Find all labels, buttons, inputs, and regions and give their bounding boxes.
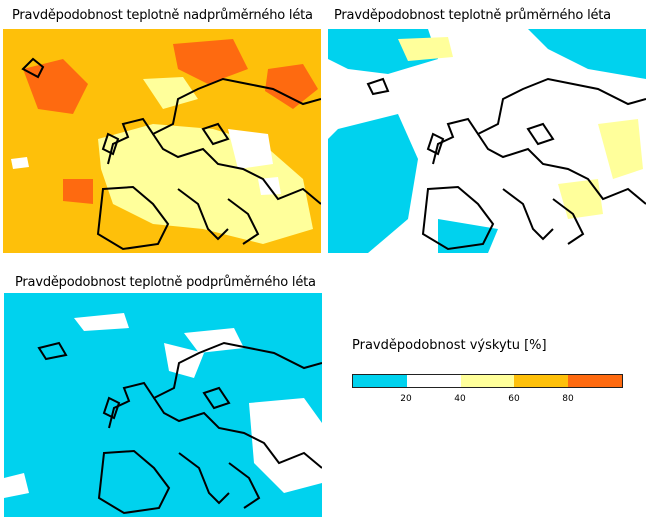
map-below-canvas xyxy=(4,293,322,517)
legend-segment-80-100 xyxy=(568,375,622,387)
map-above-normal-zone xyxy=(258,177,281,195)
legend-color-bar xyxy=(352,374,623,388)
legend-tick-20: 20 xyxy=(400,394,412,404)
map-normal-low-prob-zone xyxy=(528,29,646,79)
legend-segment-0-20 xyxy=(353,375,407,387)
legend-tick-80: 80 xyxy=(562,394,574,404)
legend-segment-40-60 xyxy=(460,375,515,387)
map-above-high-prob-patch xyxy=(173,39,248,84)
map-below-normal-zone xyxy=(184,328,244,353)
map-below-normal xyxy=(4,293,322,517)
map-title-below: Pravděpodobnost teplotně podprůměrného l… xyxy=(15,275,316,290)
map-above-coastlines xyxy=(21,57,321,251)
map-normal-midprob-zone xyxy=(398,37,453,61)
map-above-normal-zone xyxy=(228,129,273,169)
legend-segment-60-80 xyxy=(514,375,569,387)
map-normal-canvas xyxy=(328,29,646,253)
map-title-normal: Pravděpodobnost teplotně průměrného léta xyxy=(334,8,611,23)
map-normal-midprob-zone xyxy=(558,179,603,219)
map-below-normal-zone xyxy=(249,398,322,493)
map-normal-low-prob-zone xyxy=(328,114,418,253)
map-normal-coastlines xyxy=(366,77,646,251)
map-above-midprob-zone xyxy=(143,77,198,109)
map-normal-midprob-zone xyxy=(598,119,643,179)
map-below-coastlines xyxy=(37,341,322,515)
legend-tick-60: 60 xyxy=(508,394,520,404)
map-normal xyxy=(328,29,646,253)
map-above-normal xyxy=(3,29,321,253)
map-above-high-prob-patch xyxy=(63,179,93,204)
legend-title: Pravděpodobnost výskytu [%] xyxy=(352,338,547,353)
map-above-canvas xyxy=(3,29,321,253)
map-title-above: Pravděpodobnost teplotně nadprůměrného l… xyxy=(12,8,313,23)
legend-segment-20-40 xyxy=(406,375,461,387)
map-above-high-prob-patch xyxy=(265,64,318,109)
map-above-normal-zone xyxy=(11,157,29,169)
map-below-normal-zone xyxy=(74,313,129,331)
legend-tick-40: 40 xyxy=(454,394,466,404)
map-below-normal-zone xyxy=(4,473,29,498)
